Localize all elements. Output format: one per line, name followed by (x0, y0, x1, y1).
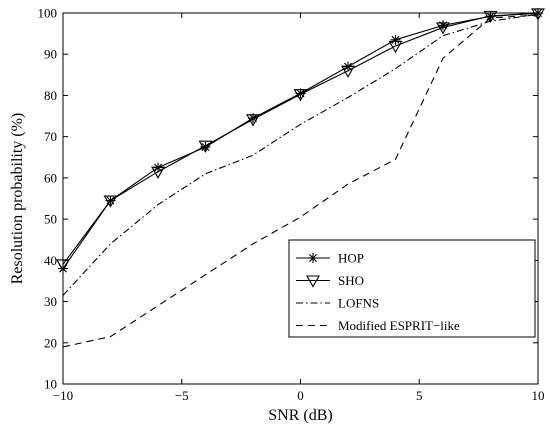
y-axis-title: Resolution probability (%) (9, 113, 26, 285)
y-tick-label: 20 (44, 335, 57, 350)
triangle-marker (151, 166, 165, 179)
x-axis-title: SNR (dB) (268, 407, 332, 424)
legend-label: LOFNS (338, 296, 379, 311)
y-tick-label: 10 (44, 377, 57, 392)
y-tick-label: 30 (44, 294, 57, 309)
y-tick-label: 100 (38, 6, 58, 21)
y-tick-label: 90 (44, 47, 57, 62)
x-tick-label: −5 (175, 388, 189, 403)
x-tick-label: 5 (416, 388, 423, 403)
series-1 (56, 8, 545, 272)
series-line (62, 14, 539, 348)
y-tick-label: 60 (44, 170, 57, 185)
legend-item: LOFNS (296, 296, 379, 311)
series-2 (62, 13, 539, 296)
legend-box (288, 239, 536, 338)
y-tick-label: 80 (44, 88, 57, 103)
asterisk-marker (390, 34, 401, 45)
triangle-marker (436, 22, 450, 35)
series-line (62, 12, 539, 265)
y-tick-label: 70 (44, 129, 57, 144)
legend-label: SHO (338, 273, 364, 288)
triangle-marker (103, 195, 118, 208)
x-tick-label: −10 (53, 388, 73, 403)
x-tick-label: 0 (297, 388, 304, 403)
y-tick-label: 50 (44, 212, 57, 227)
x-tick-label: 10 (532, 388, 545, 403)
legend-item: HOP (296, 251, 364, 266)
legend-item: SHO (296, 273, 364, 288)
triangle-marker (293, 89, 308, 102)
legend: HOP SHO LOFNS Modified ESPRIT−like (288, 239, 536, 338)
triangle-marker (198, 140, 213, 153)
y-tick-label: 40 (44, 253, 57, 268)
legend-label: HOP (338, 251, 364, 266)
triangle-marker (56, 259, 70, 272)
triangle-marker (531, 8, 545, 21)
triangle-marker (306, 275, 320, 288)
axis-ticks: −10 −5 0 5 10 10 20 30 40 50 60 70 80 90 100 (38, 6, 545, 404)
triangle-marker (388, 40, 403, 54)
series-layer (56, 8, 545, 348)
legend-item: Modified ESPRIT−like (296, 318, 460, 333)
series-line (62, 13, 539, 296)
triangle-marker (246, 114, 260, 127)
triangle-marker (341, 65, 355, 78)
triangle-marker (483, 10, 498, 23)
series-3 (62, 14, 539, 348)
legend-label: Modified ESPRIT−like (338, 318, 460, 333)
asterisk-marker (308, 253, 318, 263)
